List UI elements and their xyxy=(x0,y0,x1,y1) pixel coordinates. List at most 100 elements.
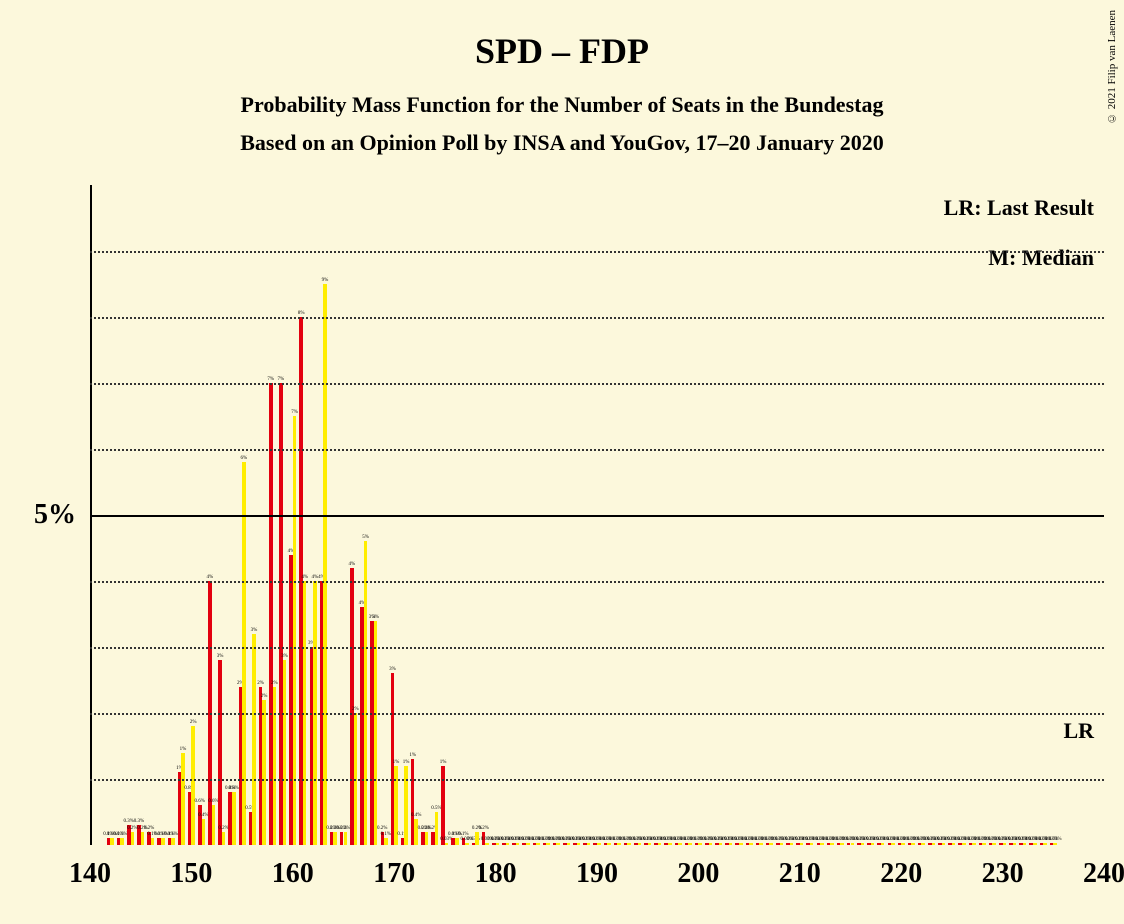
bar-series-b: 0.03% xyxy=(769,843,773,845)
bar-series-b: 0.03% xyxy=(617,843,621,845)
bar-series-b: 0.03% xyxy=(709,843,713,845)
bar-value-label: 5% xyxy=(362,535,369,540)
x-tick-label: 210 xyxy=(779,858,821,890)
y-tick-label: 5% xyxy=(34,499,76,531)
bar-series-b: 0.03% xyxy=(891,843,895,845)
x-tick-label: 240 xyxy=(1083,858,1124,890)
bar-series-b: 0.03% xyxy=(992,843,996,845)
bar-value-label: 3% xyxy=(372,615,379,620)
bar-series-b: 3% xyxy=(283,660,287,845)
bar-series-b: 0.1% xyxy=(171,838,175,845)
bar-value-label: 0.6% xyxy=(208,799,218,804)
bar-value-label: 1% xyxy=(440,760,447,765)
bar-series-b: 0.03% xyxy=(597,843,601,845)
x-tick-label: 150 xyxy=(170,858,212,890)
bar-value-label: 0.03% xyxy=(1049,837,1062,842)
grid-line xyxy=(90,713,1104,715)
bar-series-b: 0.03% xyxy=(871,843,875,845)
bar-series-b: 2% xyxy=(262,700,266,845)
bar-value-label: 0.1% xyxy=(381,832,391,837)
bar-series-b: 0.03% xyxy=(921,843,925,845)
bar-value-label: 7% xyxy=(291,410,298,415)
x-tick-label: 160 xyxy=(272,858,314,890)
bar-value-label: 2% xyxy=(271,681,278,686)
bar-series-b: 0.03% xyxy=(658,843,662,845)
lr-label: LR xyxy=(1063,718,1094,744)
bar-series-b: 0.03% xyxy=(567,843,571,845)
bar-series-b: 0.03% xyxy=(729,843,733,845)
bar-value-label: 0.2% xyxy=(377,826,387,831)
bar-series-b: 0.03% xyxy=(678,843,682,845)
grid-line xyxy=(90,317,1104,319)
bar-series-b: 0.1% xyxy=(384,838,388,845)
grid-line xyxy=(90,449,1104,451)
bar-series-b: 2% xyxy=(191,726,195,845)
bar-series-b: 0.03% xyxy=(526,843,530,845)
bar-series-b: 0.2% xyxy=(425,832,429,845)
bar-series-b: 0.03% xyxy=(952,843,956,845)
bar-value-label: 1% xyxy=(403,760,410,765)
bar-value-label: 0.3% xyxy=(124,819,134,824)
grid-line xyxy=(90,251,1104,253)
bar-series-b: 0.8% xyxy=(232,792,236,845)
bar-series-b: 0.03% xyxy=(1023,843,1027,845)
bar-series-a: 1% xyxy=(441,766,445,845)
bar-value-label: 2% xyxy=(257,681,264,686)
grid-line xyxy=(90,515,1104,517)
bar-value-label: 0.2% xyxy=(218,826,228,831)
bar-series-b: 0.03% xyxy=(810,843,814,845)
bar-series-b: 0.2% xyxy=(475,832,479,845)
bar-value-label: 6% xyxy=(241,456,248,461)
bar-value-label: 0.2% xyxy=(478,826,488,831)
bar-series-b: 0.03% xyxy=(911,843,915,845)
bar-series-b: 0.03% xyxy=(668,843,672,845)
bar-series-b: 0.5% xyxy=(435,812,439,845)
bar-series-b: 0.1% xyxy=(110,838,114,845)
bar-series-b: 0.03% xyxy=(546,843,550,845)
bar-value-label: 1% xyxy=(409,753,416,758)
bar-value-label: 0.8% xyxy=(229,786,239,791)
grid-line xyxy=(90,383,1104,385)
bar-value-label: 4% xyxy=(207,575,214,580)
bar-series-b: 0.03% xyxy=(759,843,763,845)
bar-value-label: 0.3% xyxy=(134,819,144,824)
bar-series-b: 0.03% xyxy=(790,843,794,845)
bar-series-b: 0.03% xyxy=(465,843,469,845)
bar-series-b: 0.03% xyxy=(861,843,865,845)
bar-series-b: 0.03% xyxy=(851,843,855,845)
bar-series-b: 0.03% xyxy=(698,843,702,845)
bar-series-b: 0.03% xyxy=(800,843,804,845)
bar-value-label: 0.5% xyxy=(431,806,441,811)
bar-value-label: 0.2% xyxy=(340,826,350,831)
x-tick-label: 180 xyxy=(475,858,517,890)
bar-series-b: 0.2% xyxy=(344,832,348,845)
bar-series-b: 0.03% xyxy=(445,843,449,845)
bar-series-b: 0.4% xyxy=(414,819,418,845)
bar-series-b: 0.03% xyxy=(830,843,834,845)
bar-value-label: 3% xyxy=(389,667,396,672)
bar-value-label: 3% xyxy=(251,628,258,633)
x-tick-label: 200 xyxy=(677,858,719,890)
bar-value-label: 0.1% xyxy=(117,832,127,837)
bar-series-b: 0.03% xyxy=(982,843,986,845)
bar-series-b: 0.03% xyxy=(1043,843,1047,845)
bar-series-b: 0.03% xyxy=(1003,843,1007,845)
bar-value-label: 3% xyxy=(281,654,288,659)
bar-series-b: 0.1% xyxy=(455,838,459,845)
bar-series-b: 0.4% xyxy=(202,819,206,845)
bar-value-label: 2% xyxy=(190,720,197,725)
bar-series-b: 0.03% xyxy=(780,843,784,845)
grid-line xyxy=(90,779,1104,781)
bar-value-label: 0.4% xyxy=(411,813,421,818)
bar-value-label: 3% xyxy=(217,654,224,659)
bar-series-b: 0.2% xyxy=(222,832,226,845)
bar-series-b: 0.03% xyxy=(556,843,560,845)
bar-value-label: 0.6% xyxy=(195,799,205,804)
x-tick-label: 230 xyxy=(982,858,1024,890)
bar-series-b: 0.03% xyxy=(840,843,844,845)
bar-series-b: 0.03% xyxy=(485,843,489,845)
bar-series-b: 0.03% xyxy=(881,843,885,845)
bar-series-b: 1% xyxy=(404,766,408,845)
bar-series-b: 0.03% xyxy=(627,843,631,845)
plot-area: LR: Last Result M: Median 0.1%0.1%0.1%0.… xyxy=(90,185,1104,845)
